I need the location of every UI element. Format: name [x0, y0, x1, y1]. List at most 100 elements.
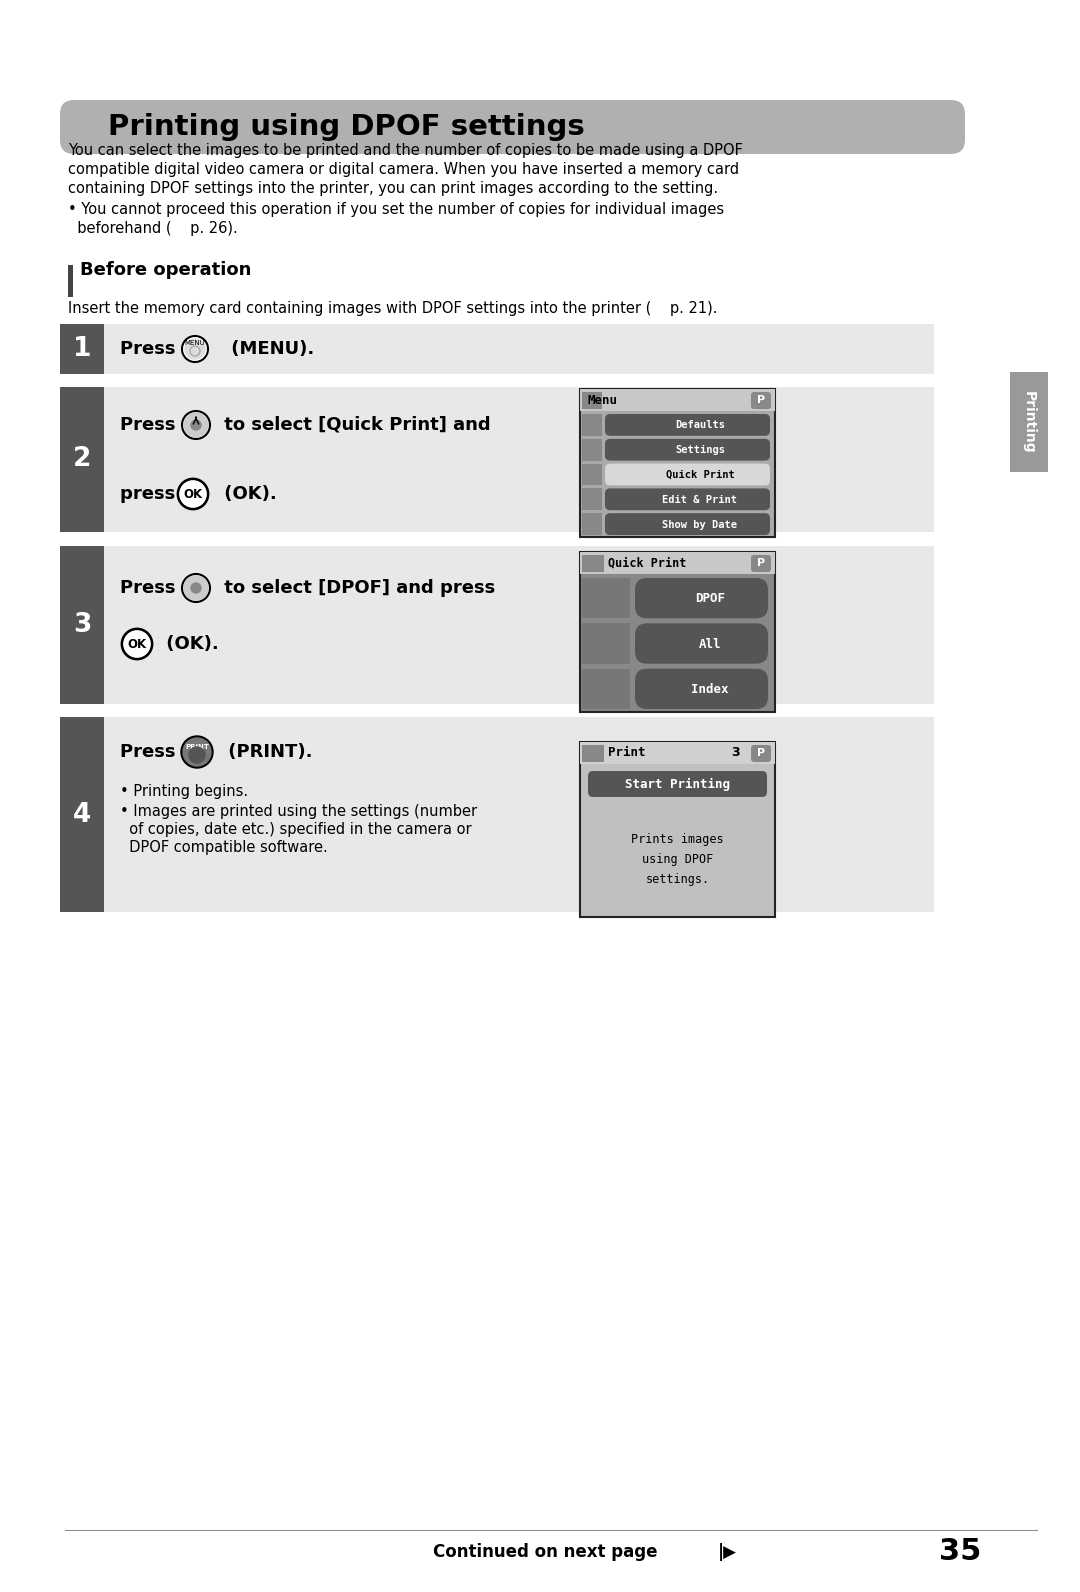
Text: Printing: Printing — [1022, 390, 1036, 454]
FancyBboxPatch shape — [605, 463, 770, 486]
Bar — [104, 387, 934, 532]
Text: beforehand (    p. 26).: beforehand ( p. 26). — [68, 221, 238, 236]
Bar — [68, 264, 73, 298]
Bar — [582, 463, 602, 486]
Circle shape — [181, 736, 213, 767]
FancyBboxPatch shape — [588, 771, 767, 798]
Text: Index: Index — [691, 683, 729, 696]
FancyBboxPatch shape — [635, 578, 768, 618]
Text: 35: 35 — [939, 1538, 982, 1567]
Text: • Images are printed using the settings (number: • Images are printed using the settings … — [120, 804, 477, 818]
Bar — [582, 513, 602, 535]
Text: P: P — [757, 748, 765, 758]
Text: DPOF: DPOF — [696, 592, 725, 605]
Text: press: press — [120, 486, 188, 503]
FancyBboxPatch shape — [635, 669, 768, 708]
FancyBboxPatch shape — [635, 624, 768, 664]
Circle shape — [184, 412, 208, 436]
Bar — [580, 552, 775, 575]
Text: Defaults: Defaults — [675, 420, 725, 430]
FancyBboxPatch shape — [605, 489, 770, 509]
Text: • Printing begins.: • Printing begins. — [120, 783, 248, 799]
Text: (OK).: (OK). — [218, 486, 276, 503]
Circle shape — [180, 481, 206, 506]
Bar — [60, 546, 104, 704]
Text: Press: Press — [120, 341, 188, 358]
Bar — [582, 414, 602, 436]
Text: containing DPOF settings into the printer, you can print images according to the: containing DPOF settings into the printe… — [68, 181, 718, 196]
Bar — [580, 742, 775, 917]
Text: Edit & Print: Edit & Print — [662, 495, 738, 505]
Text: Press: Press — [120, 579, 188, 597]
Circle shape — [183, 739, 211, 766]
Text: MENU: MENU — [185, 341, 205, 345]
Bar — [582, 745, 604, 763]
Circle shape — [191, 583, 201, 592]
Text: |▶: |▶ — [718, 1543, 737, 1562]
Text: (OK).: (OK). — [160, 635, 219, 653]
FancyBboxPatch shape — [751, 392, 771, 409]
Circle shape — [191, 420, 201, 430]
Text: (PRINT).: (PRINT). — [222, 743, 312, 761]
Bar — [580, 742, 775, 764]
Circle shape — [189, 747, 205, 763]
Text: Press: Press — [120, 416, 188, 435]
FancyBboxPatch shape — [60, 100, 966, 154]
Circle shape — [184, 338, 206, 360]
Bar — [582, 669, 630, 708]
FancyBboxPatch shape — [605, 439, 770, 460]
Text: to select [Quick Print] and: to select [Quick Print] and — [218, 416, 490, 435]
Text: compatible digital video camera or digital camera. When you have inserted a memo: compatible digital video camera or digit… — [68, 162, 739, 177]
Text: 3: 3 — [72, 611, 91, 638]
Text: Quick Print: Quick Print — [608, 557, 687, 570]
Text: Continued on next page: Continued on next page — [433, 1543, 658, 1562]
Text: 4: 4 — [72, 801, 91, 828]
FancyBboxPatch shape — [605, 414, 770, 436]
Bar — [104, 716, 934, 912]
Text: You can select the images to be printed and the number of copies to be made usin: You can select the images to be printed … — [68, 143, 743, 158]
Bar — [580, 388, 775, 537]
Text: Press: Press — [120, 743, 188, 761]
Bar — [104, 546, 934, 704]
Bar — [104, 325, 934, 374]
Text: All: All — [699, 637, 721, 651]
Text: P: P — [757, 559, 765, 568]
Text: Before operation: Before operation — [80, 261, 252, 279]
Circle shape — [124, 630, 150, 657]
Bar — [582, 624, 630, 664]
FancyBboxPatch shape — [605, 513, 770, 535]
Bar — [582, 392, 602, 409]
Text: 2: 2 — [72, 446, 91, 473]
Text: P: P — [757, 395, 765, 404]
Text: Show by Date: Show by Date — [662, 519, 738, 530]
Bar — [580, 552, 775, 712]
Text: Insert the memory card containing images with DPOF settings into the printer (  : Insert the memory card containing images… — [68, 301, 717, 315]
Text: Start Printing: Start Printing — [625, 777, 730, 791]
Bar — [60, 716, 104, 912]
Text: PRINT: PRINT — [185, 743, 208, 750]
Text: to select [DPOF] and press: to select [DPOF] and press — [218, 579, 496, 597]
Text: Quick Print: Quick Print — [665, 470, 734, 481]
Bar — [582, 578, 630, 618]
Text: Print: Print — [608, 747, 646, 759]
Bar — [582, 556, 604, 572]
Text: 3: 3 — [731, 747, 740, 759]
Bar — [582, 439, 602, 460]
Circle shape — [185, 339, 205, 360]
FancyBboxPatch shape — [751, 556, 771, 572]
Bar — [60, 387, 104, 532]
Text: of copies, date etc.) specified in the camera or: of copies, date etc.) specified in the c… — [120, 821, 472, 837]
Bar — [580, 388, 775, 411]
Text: Menu: Menu — [588, 393, 618, 406]
Text: 1: 1 — [72, 336, 91, 361]
Text: OK: OK — [127, 637, 147, 651]
Text: Printing using DPOF settings: Printing using DPOF settings — [108, 113, 584, 142]
Text: (MENU).: (MENU). — [225, 341, 314, 358]
Text: Settings: Settings — [675, 446, 725, 455]
Text: DPOF compatible software.: DPOF compatible software. — [120, 841, 327, 855]
Bar — [582, 489, 602, 509]
FancyBboxPatch shape — [751, 745, 771, 763]
Text: Prints images
using DPOF
settings.: Prints images using DPOF settings. — [631, 833, 724, 885]
Bar — [1010, 373, 1048, 471]
Circle shape — [184, 576, 208, 600]
